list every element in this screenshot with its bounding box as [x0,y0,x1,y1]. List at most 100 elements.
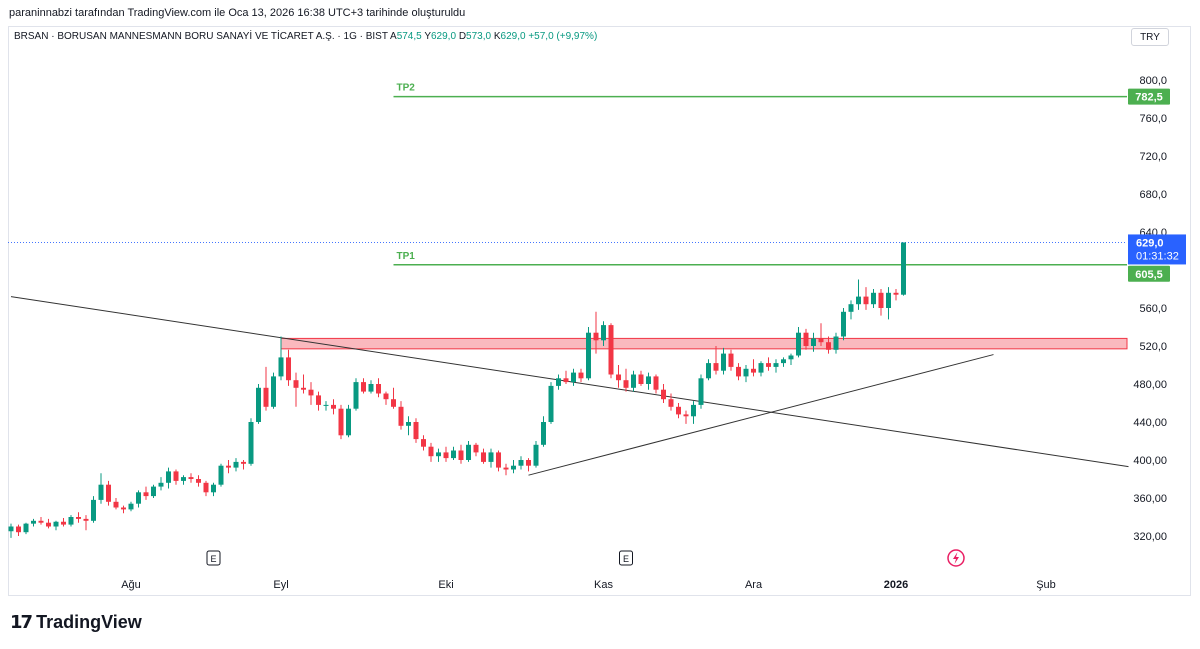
candle-body [226,465,231,468]
candle-body [503,467,509,470]
y-tick-label: 400,00 [1133,455,1167,467]
chart-frame [8,26,1191,596]
x-tick-label: Eyl [273,579,288,591]
candle-body [406,422,411,426]
candle-body [383,393,389,400]
candle-body [233,461,239,468]
currency-button[interactable]: TRY [1131,28,1169,46]
candle-body [151,486,156,497]
candle-body [698,378,704,405]
candle-body [706,363,711,379]
symbol-name[interactable]: BRSAN · BORUSAN MANNESMANN BORU SANAYİ V… [14,31,388,42]
candle-body [293,380,299,388]
candle-body [563,378,569,383]
candle-body [248,422,254,464]
candle-body [841,311,846,337]
candle-body [91,499,96,521]
candle-body [601,325,606,341]
candle-body [826,342,831,350]
candle-body [263,387,269,407]
candle-body [781,359,786,364]
candle-body [646,376,651,384]
candle-body [631,374,636,388]
candle-body [46,522,51,527]
y-tick-label: 680,0 [1139,189,1167,201]
high-label: Y [424,31,431,42]
candle-body [8,526,14,532]
candle-body [421,439,426,447]
candle-body [556,378,561,386]
candle-body [721,353,726,371]
candle-body [436,452,441,457]
candle-body [863,296,869,305]
candle-body [691,404,696,417]
y-tick-label: 720,0 [1139,151,1167,163]
resistance-zone [280,337,1128,350]
candle-body [451,450,456,459]
candle-body [901,242,906,295]
candle-body [353,382,359,409]
y-tick-label: 520,0 [1139,341,1167,353]
candle-body [766,363,771,367]
tp2-price-badge-bg [1128,88,1170,105]
symbol-legend: BRSAN · BORUSAN MANNESMANN BORU SANAYİ V… [14,31,597,42]
low-value: 573,0 [466,31,492,42]
earnings-marker [206,550,221,566]
candle-body [803,332,809,346]
candle-body [481,452,486,462]
high-value: 629,0 [431,31,457,42]
y-tick-label: 480,00 [1133,379,1167,391]
last-price-badge: 629,0 [1136,237,1164,249]
tv-logo-icon: 17 [10,612,33,633]
earnings-marker-label: E [623,554,629,564]
candle-body [106,484,111,502]
close-label: K [493,31,501,42]
earnings-marker-label: E [210,554,216,564]
candle-body [391,399,396,407]
tradingview-logo[interactable]: 17 TradingView [10,612,142,633]
candle-body [488,452,494,462]
y-tick-label: 560,0 [1139,303,1167,315]
x-tick-label: Ara [745,579,763,591]
candle-body [848,304,854,312]
candle-body [308,389,314,396]
candle-body [811,338,816,346]
candle-body [143,492,149,497]
candle-body [623,380,629,388]
candle-body [458,450,464,460]
x-tick-label: Eki [438,579,453,591]
candle-body [638,374,644,384]
y-tick-label: 440,00 [1133,417,1167,429]
tp1-price-badge-bg [1128,265,1170,282]
candle-body [833,336,839,350]
candle-body [331,404,336,409]
candle-body [878,292,884,308]
candle-body [713,363,719,371]
candle-body [533,444,539,466]
candle-body [368,384,374,392]
candle-body [736,366,741,377]
candle-body [173,471,179,481]
candle-body [68,517,74,525]
tp-label-tp1: TP1 [397,251,416,262]
candle-body [128,503,134,510]
candle-body [286,357,291,381]
candle-body [323,404,329,406]
candle-body [428,446,434,457]
candle-body [16,526,21,533]
candle-body [728,353,734,367]
candle-body [788,355,794,360]
candle-body [796,332,801,356]
earnings-marker [619,550,633,566]
candle-body [541,422,546,445]
candle-body [113,501,119,508]
candle-body [773,363,779,367]
close-value: 629,0 [500,31,526,42]
x-tick-label: Şub [1036,579,1056,591]
candle-body [758,363,764,373]
candle-body [743,368,749,377]
candle-body [301,387,306,390]
candle-body [413,422,419,440]
trendline-1 [10,296,1129,468]
